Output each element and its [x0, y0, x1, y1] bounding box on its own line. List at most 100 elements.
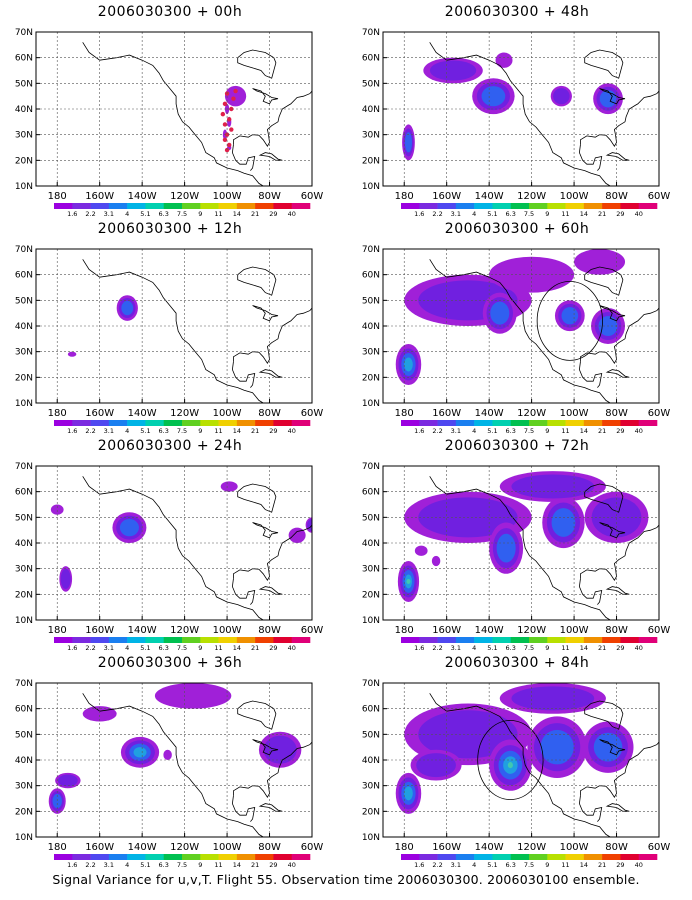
map-plot: 10N 20N 30N 40N 50N 60N 70N 180 160W 140W 120W 100W…: [362, 679, 671, 869]
y-tick-label: 70N: [362, 28, 380, 38]
y-tick-label: 50N: [362, 296, 380, 306]
colorbar-swatch: [437, 637, 457, 643]
colorbar-swatch: [182, 420, 201, 426]
x-tick-label: 120W: [170, 842, 199, 853]
colorbar-label: 7.5: [177, 427, 187, 435]
y-tick-label: 50N: [15, 513, 33, 523]
y-tick-label: 40N: [15, 105, 33, 115]
y-tick-label: 20N: [362, 590, 380, 600]
y-tick-label: 40N: [362, 105, 380, 115]
colorbar-label: 9: [545, 861, 549, 869]
colorbar-swatch: [145, 203, 165, 209]
colorbar-label: 9: [545, 644, 549, 652]
colorbar-label: 1.6: [414, 644, 424, 652]
map-plot: 10N 20N 30N 40N 50N 60N 70N 180 160W 140W 120W 100W…: [362, 245, 671, 435]
panel-title: 2006030300 + 24h: [97, 438, 243, 454]
colorbar-swatch: [583, 420, 603, 426]
colorbar-swatch: [72, 203, 91, 209]
y-tick-label: 30N: [362, 131, 380, 141]
colorbar-swatch: [401, 854, 420, 860]
variance-contour: [121, 300, 134, 316]
x-tick-label: 140W: [475, 842, 504, 853]
map-plot: 10N 20N 30N 40N 50N 60N 70N 180 160W 140W 120W 100W…: [362, 462, 671, 652]
map-field: [383, 32, 659, 186]
map-panel: 2006030300 + 12h 10N 20N 30N 40N 50N 60N 70N 180…: [0, 217, 340, 439]
colorbar-label: 1.6: [414, 861, 424, 869]
y-tick-label: 20N: [15, 156, 33, 166]
colorbar-swatch: [638, 854, 658, 860]
colorbar-label: 6.3: [159, 861, 169, 869]
map-panel: 2006030300 + 36h 10N 20N 30N 40N 50N 60N 70N 180…: [0, 651, 340, 873]
colorbar-label: 21: [598, 210, 606, 218]
y-tick-label: 50N: [362, 79, 380, 89]
colorbar-swatch: [108, 203, 128, 209]
x-tick-label: 120W: [517, 842, 546, 853]
x-tick-label: 80W: [605, 842, 628, 853]
gridlines: [36, 466, 312, 620]
x-tick-label: 80W: [258, 408, 281, 419]
colorbar-swatch: [419, 203, 438, 209]
colorbar-label: 3.1: [451, 644, 461, 652]
colorbar-label: 14: [580, 427, 588, 435]
colorbar-label: 7.5: [177, 861, 187, 869]
coastline: [429, 259, 659, 403]
colorbar-label: 40: [635, 210, 643, 218]
y-tick-label: 20N: [362, 807, 380, 817]
colorbar-label: 14: [580, 644, 588, 652]
variance-contour: [481, 86, 506, 107]
colorbar-label: 9: [198, 210, 202, 218]
colorbar-swatch: [236, 203, 256, 209]
colorbar-swatch: [291, 637, 311, 643]
y-tick-label: 20N: [362, 156, 380, 166]
colorbar-swatch: [90, 203, 110, 209]
y-tick-label: 50N: [362, 513, 380, 523]
colorbar-swatch: [90, 420, 110, 426]
colorbar-label: 21: [598, 861, 606, 869]
colorbar-swatch: [510, 420, 530, 426]
colorbar-label: 29: [269, 861, 277, 869]
colorbar-swatch: [127, 420, 146, 426]
target-circle: [536, 280, 603, 361]
colorbar-swatch: [565, 854, 585, 860]
observation-dot: [229, 127, 234, 132]
x-tick-label: 160W: [85, 625, 114, 636]
x-tick-label: 100W: [560, 842, 589, 853]
colorbar-swatch: [620, 203, 640, 209]
x-tick-label: 80W: [258, 842, 281, 853]
map-panel: 2006030300 + 84h 10N 20N 30N 40N 50N 60N 70N 180…: [347, 651, 687, 873]
colorbar-swatch: [474, 420, 493, 426]
x-tick-label: 60W: [648, 408, 671, 419]
variance-contour: [288, 527, 306, 543]
y-tick-label: 60N: [362, 705, 380, 715]
colorbar-label: 3.1: [104, 427, 114, 435]
colorbar-label: 11: [214, 861, 222, 869]
colorbar-label: 40: [288, 427, 296, 435]
y-tick-label: 70N: [15, 462, 33, 472]
colorbar-label: 5.1: [140, 210, 150, 218]
y-tick-label: 30N: [15, 565, 33, 575]
y-tick-label: 60N: [362, 54, 380, 64]
colorbar-label: 29: [616, 427, 624, 435]
colorbar-label: 40: [288, 861, 296, 869]
variance-contour: [593, 732, 623, 762]
colorbar: 1.6 2.2 3.1 4 5.1 6.3 7.5 9 11 14 21 29 40: [54, 637, 311, 652]
variance-contour: [52, 793, 62, 809]
colorbar-label: 29: [269, 210, 277, 218]
colorbar-label: 14: [233, 210, 241, 218]
x-tick-label: 60W: [648, 842, 671, 853]
y-tick-label: 40N: [362, 756, 380, 766]
coastline: [82, 259, 312, 403]
y-tick-label: 20N: [15, 373, 33, 383]
x-tick-label: 140W: [475, 191, 504, 202]
colorbar-swatch: [401, 637, 420, 643]
x-tick-label: 180: [48, 842, 67, 853]
x-tick-label: 160W: [85, 408, 114, 419]
colorbar-swatch: [182, 637, 201, 643]
x-tick-label: 120W: [517, 408, 546, 419]
x-tick-label: 160W: [85, 842, 114, 853]
colorbar-swatch: [145, 420, 165, 426]
map-plot: 10N 20N 30N 40N 50N 60N 70N 180 160W 140W 120W 100W…: [15, 462, 324, 652]
y-tick-label: 10N: [15, 833, 33, 843]
y-tick-label: 10N: [15, 399, 33, 409]
colorbar-swatch: [455, 420, 475, 426]
